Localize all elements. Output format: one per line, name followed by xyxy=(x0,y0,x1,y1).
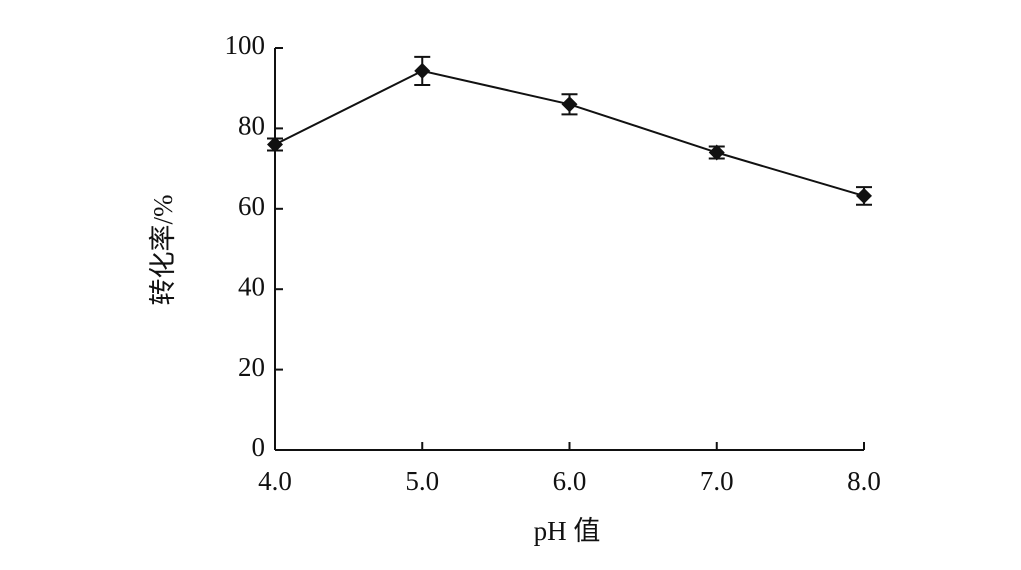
y-tick-label: 40 xyxy=(238,271,265,301)
x-tick-label: 4.0 xyxy=(258,466,292,496)
marker xyxy=(414,62,431,79)
marker xyxy=(561,96,578,113)
y-tick-label: 20 xyxy=(238,352,265,382)
x-tick-label: 8.0 xyxy=(847,466,881,496)
y-axis-label: 转化率/% xyxy=(148,195,178,306)
marker xyxy=(708,144,725,161)
x-axis-label: pH 值 xyxy=(534,516,601,546)
line xyxy=(274,69,865,197)
x-tick-label: 6.0 xyxy=(553,466,587,496)
marker xyxy=(267,136,283,153)
x-tick-label: 5.0 xyxy=(405,466,439,496)
y-tick-label: 100 xyxy=(225,30,266,60)
x-tick-label: 7.0 xyxy=(700,466,734,496)
y-tick-label: 0 xyxy=(252,432,266,462)
y-tick-label: 80 xyxy=(238,111,265,141)
marker xyxy=(856,187,872,204)
y-tick-label: 60 xyxy=(238,191,265,221)
